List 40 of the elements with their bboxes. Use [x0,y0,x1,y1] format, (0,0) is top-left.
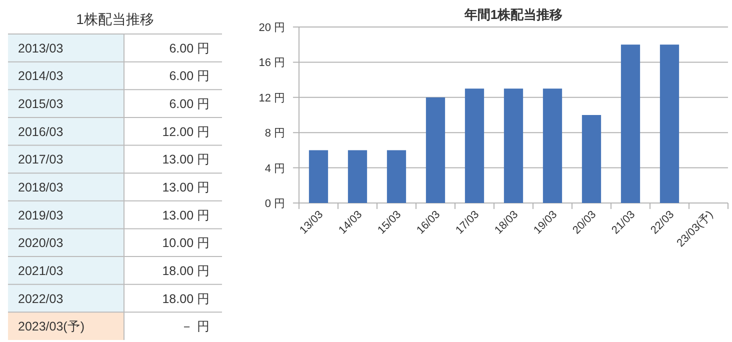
bar [308,150,328,203]
text: 2017/03 [18,152,64,167]
text: 2015/03 [18,97,64,112]
text: 2022/03 [18,292,64,306]
text: 1株配当推移 [76,11,154,27]
text: 2023/03(予) [18,320,85,334]
y-tick-label: 20 円 [258,22,285,34]
text: 18.00 円 [162,292,210,306]
text: 13.00 円 [162,208,210,222]
y-tick-label: 4 円 [264,162,285,175]
text: 2016/03 [18,124,64,139]
bar [348,150,368,203]
text: 18.00 円 [162,264,210,278]
bar [582,115,602,203]
bar [542,88,562,203]
bar [504,88,524,203]
text: 2019/03 [18,208,64,222]
text: 6.00 円 [169,69,210,84]
bar [464,88,484,203]
text: 2014/03 [18,69,64,84]
y-tick-label: 12 円 [258,92,285,104]
bar [386,150,406,203]
text: 6.00 円 [169,97,210,112]
text: 12.00 円 [162,124,210,139]
y-tick-label: 8 円 [264,128,285,140]
text: － 円 [180,320,210,334]
text: 2020/03 [18,236,64,250]
text: 2021/03 [18,264,64,278]
text: 10.00 円 [162,236,210,250]
y-tick-label: 0 円 [264,198,285,210]
text: 13.00 円 [162,180,210,194]
y-tick-label: 16 円 [258,57,285,70]
text: 13.00 円 [162,152,210,167]
chart-title: 年間1株配当推移 [463,7,563,22]
text: 2013/03 [18,41,64,56]
text: 6.00 円 [169,41,210,56]
bar [660,44,680,203]
text: 2018/03 [18,180,64,194]
bar [426,97,446,203]
bar [620,44,640,203]
